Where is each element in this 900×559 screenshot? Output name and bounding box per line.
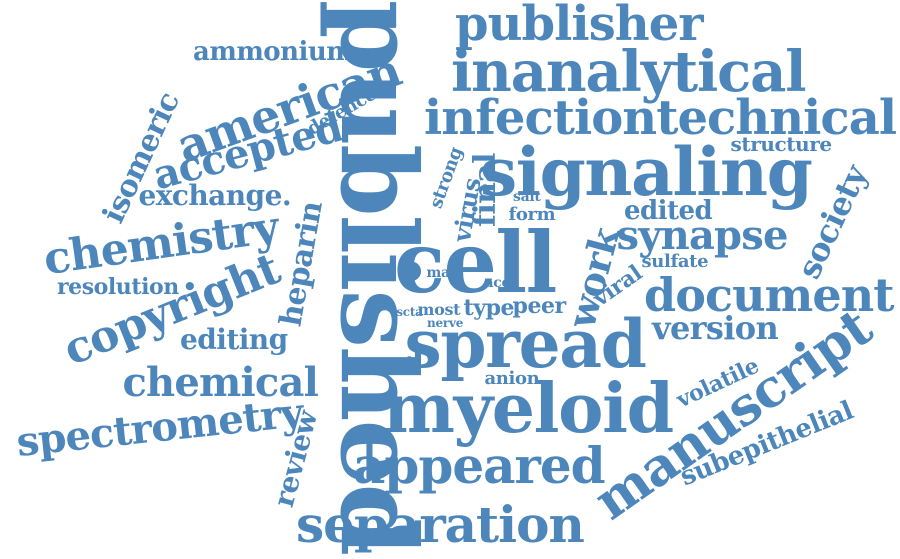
word-sulfate: sulfate <box>641 251 709 272</box>
word-infectiontechnical: infectiontechnical <box>424 90 897 146</box>
word-document: document <box>644 268 894 322</box>
word-exchange: exchange. <box>138 179 292 212</box>
word-cell: cell <box>394 213 557 312</box>
word-edited: edited <box>624 196 713 226</box>
word-vscta: vscta <box>389 305 423 319</box>
word-acc: acc <box>484 275 511 291</box>
word-structure: structure <box>730 132 833 156</box>
word-spectrometry: spectrometry <box>14 389 306 466</box>
word-most: most <box>417 300 461 319</box>
word-type: type <box>463 295 515 321</box>
word-publisher: publisher <box>455 0 704 52</box>
word-inanalytical: inanalytical <box>451 39 807 105</box>
word-spread: spread <box>404 305 647 383</box>
word-anion: anion <box>484 368 540 389</box>
word-nerve: nerve <box>427 316 464 330</box>
word-appeared: appeared <box>353 436 606 495</box>
word-signaling: signaling <box>480 133 813 211</box>
word-mas: mas <box>426 265 458 281</box>
word-salt: salt <box>513 189 541 205</box>
word-peer: peer <box>512 293 567 319</box>
word-chemical: chemical <box>122 359 319 406</box>
word-separation: separation <box>296 495 585 554</box>
word-myeloid: myeloid <box>383 369 674 449</box>
word-resolution: resolution <box>57 274 179 300</box>
word-version: version <box>652 309 779 347</box>
word-ammonium: ammonium <box>193 37 354 67</box>
word-synapse: synapse <box>616 212 789 259</box>
word-editing: editing <box>180 323 288 356</box>
word-form: form <box>508 204 556 225</box>
